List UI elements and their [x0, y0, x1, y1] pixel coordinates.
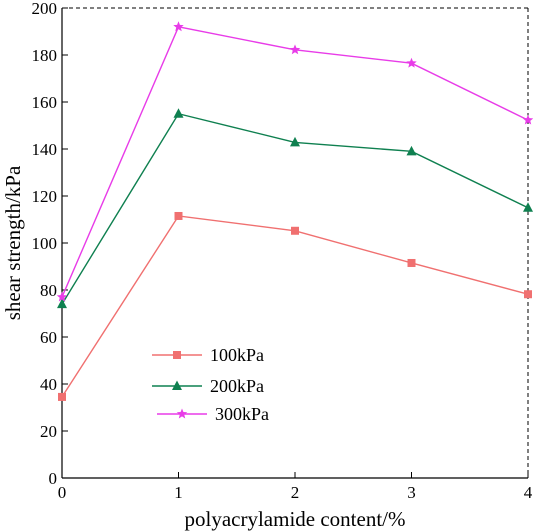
legend: 100kPa 200kPa 300kPa [152, 345, 269, 424]
y-tick-label: 0 [49, 469, 58, 488]
data-point [523, 202, 533, 212]
x-ticks: 0 1 2 3 4 [58, 472, 533, 502]
y-tick-label: 20 [40, 422, 57, 441]
legend-marker [176, 408, 188, 419]
y-axis-title: shear strength/kPa [1, 165, 25, 320]
data-point [406, 57, 417, 68]
y-tick-label: 120 [32, 187, 58, 206]
legend-entry: 200kPa [152, 376, 264, 396]
legend-label: 300kPa [215, 404, 269, 424]
legend-marker [172, 380, 182, 390]
y-tick-label: 100 [32, 234, 58, 253]
data-point [522, 114, 533, 125]
legend-marker [173, 351, 181, 359]
legend-entry: 100kPa [152, 345, 264, 365]
data-point [57, 298, 67, 309]
data-point [173, 108, 184, 118]
series-line [61, 215, 529, 398]
y-tick-label: 140 [32, 140, 58, 159]
data-point [289, 44, 301, 55]
y-tick-label: 60 [40, 328, 57, 347]
legend-label: 200kPa [210, 376, 264, 396]
series-200kPa [57, 108, 533, 309]
x-tick-label: 4 [524, 483, 533, 502]
series-layer [56, 21, 533, 401]
data-point [290, 136, 300, 147]
legend-label: 100kPa [210, 345, 264, 365]
data-point [173, 21, 184, 32]
legend-entry: 300kPa [157, 404, 269, 424]
series-100kPa [58, 211, 532, 401]
series-line [61, 26, 529, 298]
x-tick-label: 3 [407, 483, 416, 502]
data-point [174, 211, 183, 220]
data-point [406, 145, 417, 156]
x-axis-title: polyacrylamide content/% [184, 507, 405, 531]
data-point [58, 392, 66, 401]
series-300kPa [56, 21, 533, 302]
data-point [56, 291, 68, 302]
data-point [407, 258, 416, 267]
y-tick-label: 40 [40, 375, 57, 394]
y-tick-label: 200 [32, 0, 58, 18]
y-tick-label: 80 [40, 281, 57, 300]
data-point [291, 226, 299, 235]
x-tick-label: 1 [174, 483, 183, 502]
data-point [524, 290, 532, 299]
y-ticks: 0 20 40 60 80 100 120 140 160 180 200 [32, 0, 68, 488]
x-tick-label: 0 [58, 483, 67, 502]
y-tick-label: 160 [32, 93, 58, 112]
x-tick-label: 2 [291, 483, 300, 502]
y-tick-label: 180 [32, 46, 58, 65]
